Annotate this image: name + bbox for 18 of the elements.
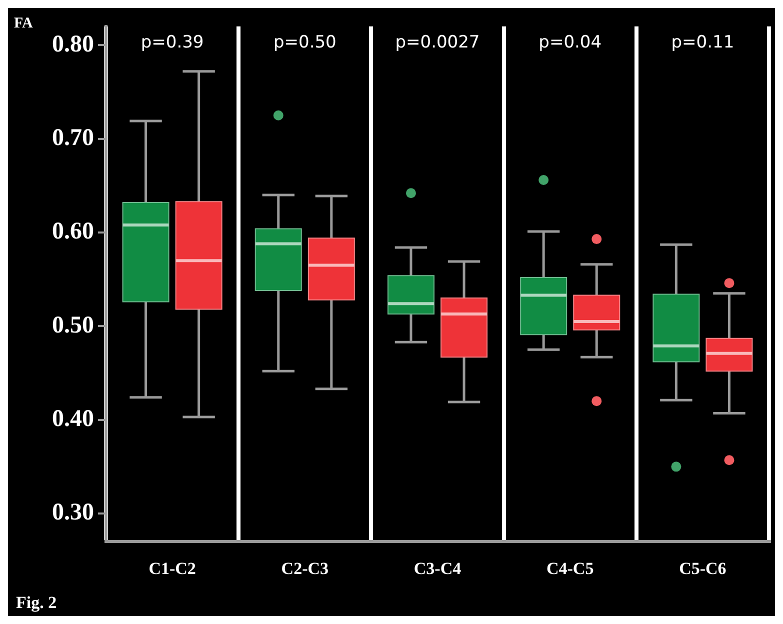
y-tick-label: 0.30 [52,500,94,526]
x-tick-label: C5-C6 [679,559,726,578]
y-tick-label: 0.40 [52,406,94,432]
y-tick-label: 0.80 [52,31,94,58]
x-tick-label: C1-C2 [148,559,196,578]
y-axis-title: FA [14,15,34,32]
annotation: p=0.04 [538,32,602,52]
caption: Fig. 2 [16,592,57,612]
y-tick-label: 0.60 [52,218,94,245]
x-tick-label: C2-C3 [281,559,329,578]
x-tick-label: C4-C5 [546,559,594,578]
annotation: p=0.0027 [395,32,480,52]
annotation: p=0.39 [140,32,204,52]
y-tick-label: 0.70 [52,125,94,152]
annotation: p=0.50 [273,32,336,52]
annotation: p=0.11 [671,32,734,52]
x-tick-label: C3-C4 [414,559,462,578]
y-tick-label: 0.50 [52,312,94,338]
